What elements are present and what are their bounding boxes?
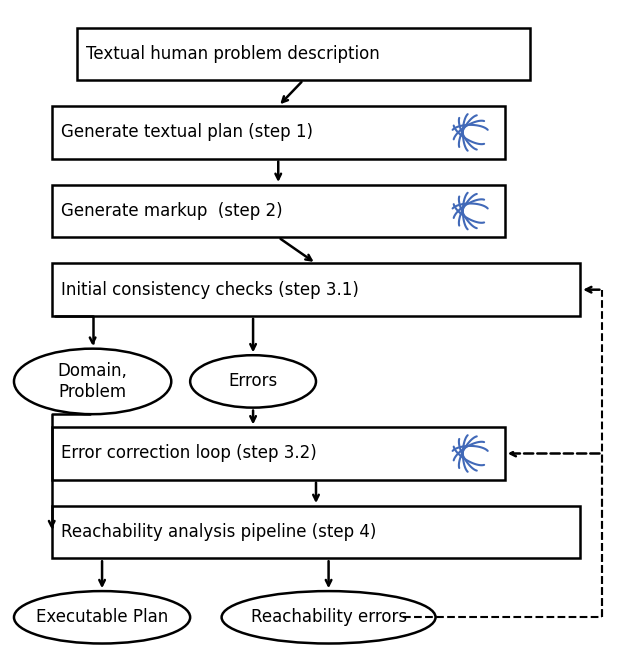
Ellipse shape xyxy=(14,349,171,414)
Text: Textual human problem description: Textual human problem description xyxy=(87,45,380,63)
Text: Initial consistency checks (step 3.1): Initial consistency checks (step 3.1) xyxy=(61,281,359,299)
Text: Executable Plan: Executable Plan xyxy=(36,608,168,626)
FancyBboxPatch shape xyxy=(52,427,505,480)
FancyBboxPatch shape xyxy=(77,28,530,80)
Ellipse shape xyxy=(14,591,190,644)
Text: Generate textual plan (step 1): Generate textual plan (step 1) xyxy=(61,124,313,141)
Text: Domain,
Problem: Domain, Problem xyxy=(58,362,128,401)
FancyBboxPatch shape xyxy=(52,506,580,559)
FancyBboxPatch shape xyxy=(52,106,505,159)
FancyBboxPatch shape xyxy=(52,263,580,316)
Text: Reachability errors: Reachability errors xyxy=(250,608,406,626)
Ellipse shape xyxy=(222,591,435,644)
Text: Reachability analysis pipeline (step 4): Reachability analysis pipeline (step 4) xyxy=(61,523,377,541)
Text: Error correction loop (step 3.2): Error correction loop (step 3.2) xyxy=(61,445,317,463)
Ellipse shape xyxy=(190,355,316,407)
Text: Errors: Errors xyxy=(228,372,277,390)
Text: Generate markup  (step 2): Generate markup (step 2) xyxy=(61,202,283,220)
FancyBboxPatch shape xyxy=(52,185,505,238)
